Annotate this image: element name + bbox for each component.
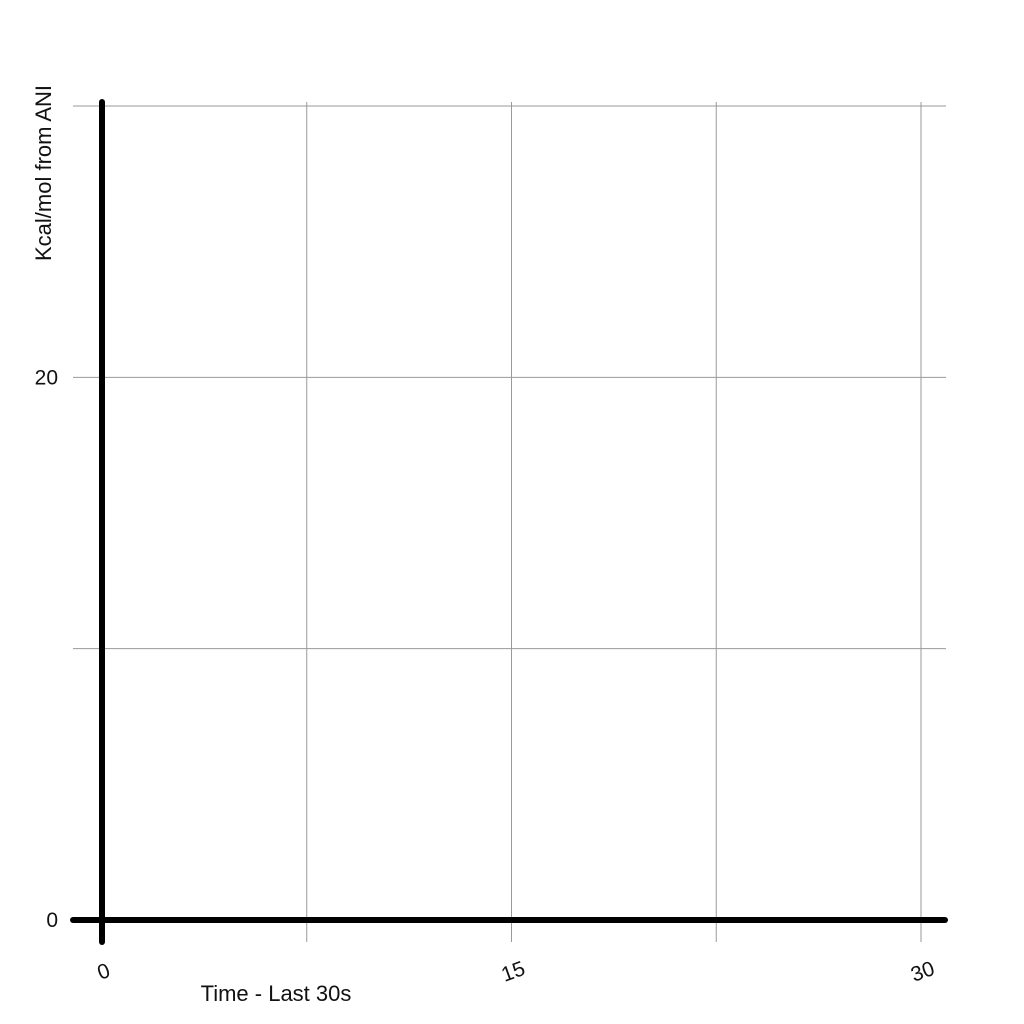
x-axis-title: Time - Last 30s — [201, 981, 352, 1006]
x-tick-label: 15 — [498, 957, 528, 987]
y-tick-label: 0 — [46, 909, 58, 932]
tick-labels: 0 20 0 15 30 — [35, 366, 938, 986]
y-axis-title: Kcal/mol from ANI — [31, 85, 56, 261]
grid — [73, 102, 946, 942]
x-tick-label: 0 — [94, 959, 113, 985]
x-tick-label: 30 — [908, 957, 938, 987]
axes — [70, 99, 948, 945]
y-tick-label: 20 — [35, 366, 58, 389]
